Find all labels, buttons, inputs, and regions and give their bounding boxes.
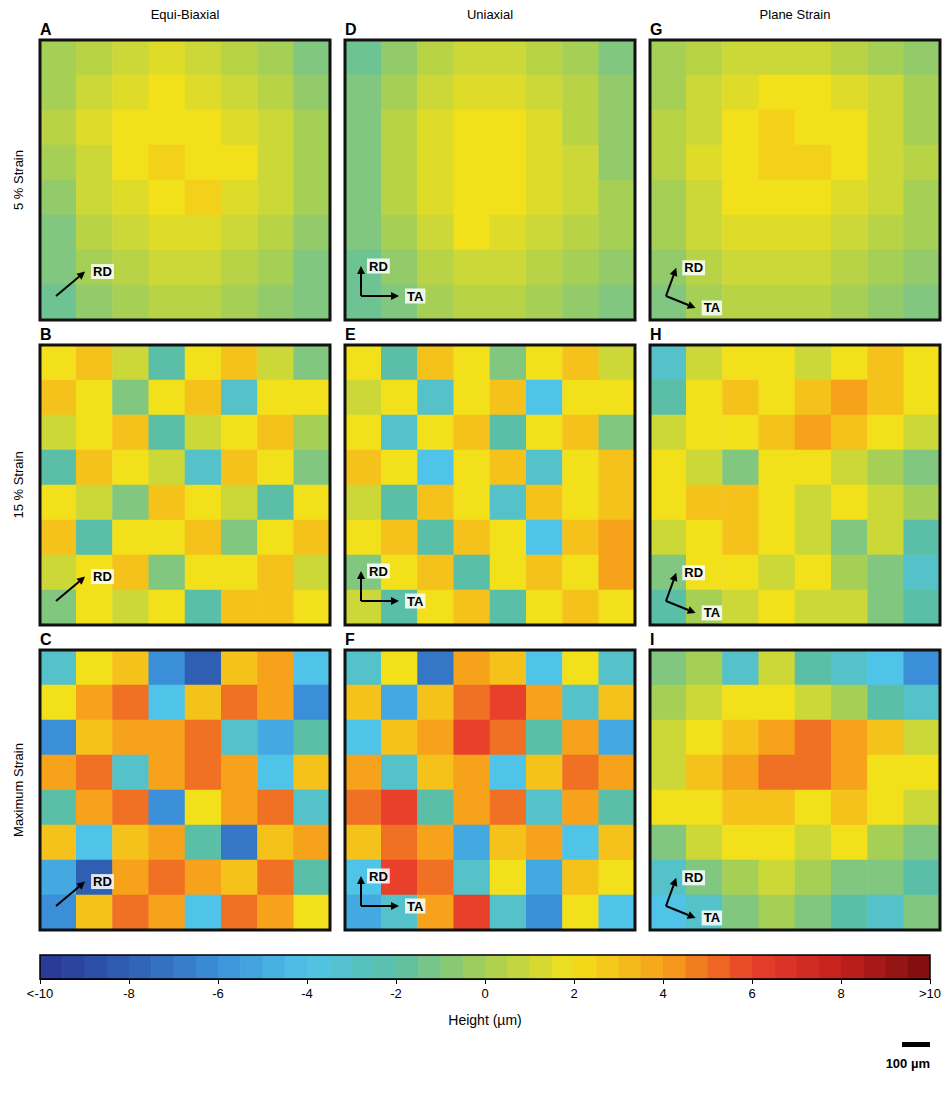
- svg-text:TA: TA: [407, 289, 424, 304]
- svg-text:D: D: [345, 21, 357, 38]
- svg-text:RD: RD: [93, 569, 112, 584]
- svg-text:TA: TA: [407, 899, 424, 914]
- svg-text:H: H: [650, 326, 662, 343]
- svg-text:-4: -4: [301, 986, 313, 1001]
- svg-text:RD: RD: [684, 565, 703, 580]
- svg-text:B: B: [40, 326, 52, 343]
- svg-text:TA: TA: [704, 910, 721, 925]
- svg-text:RD: RD: [369, 564, 388, 579]
- svg-text:RD: RD: [93, 264, 112, 279]
- svg-text:Equi-Biaxial: Equi-Biaxial: [151, 7, 220, 22]
- svg-text:RD: RD: [369, 259, 388, 274]
- svg-text:2: 2: [570, 986, 577, 1001]
- svg-text:6: 6: [748, 986, 755, 1001]
- svg-text:A: A: [40, 21, 52, 38]
- svg-text:>10: >10: [919, 986, 941, 1001]
- svg-text:15 % Strain: 15 % Strain: [11, 451, 26, 518]
- svg-text:RD: RD: [684, 870, 703, 885]
- svg-text:4: 4: [659, 986, 666, 1001]
- svg-text:E: E: [345, 326, 356, 343]
- svg-text:-6: -6: [212, 986, 224, 1001]
- svg-text:-8: -8: [123, 986, 135, 1001]
- svg-text:Height (µm): Height (µm): [448, 1012, 521, 1028]
- svg-text:RD: RD: [684, 260, 703, 275]
- svg-text:C: C: [40, 631, 52, 648]
- svg-text:F: F: [345, 631, 355, 648]
- svg-text:100 µm: 100 µm: [886, 1056, 930, 1071]
- svg-text:5 % Strain: 5 % Strain: [11, 150, 26, 210]
- svg-text:TA: TA: [407, 594, 424, 609]
- svg-text:-2: -2: [390, 986, 402, 1001]
- svg-text:I: I: [650, 631, 654, 648]
- svg-text:G: G: [650, 21, 662, 38]
- svg-text:TA: TA: [704, 605, 721, 620]
- svg-text:0: 0: [481, 986, 488, 1001]
- svg-text:<-10: <-10: [27, 986, 53, 1001]
- svg-text:RD: RD: [369, 869, 388, 884]
- svg-text:Uniaxial: Uniaxial: [467, 7, 513, 22]
- svg-text:8: 8: [837, 986, 844, 1001]
- svg-text:Plane Strain: Plane Strain: [760, 7, 831, 22]
- svg-text:TA: TA: [704, 300, 721, 315]
- svg-text:Maximum Strain: Maximum Strain: [11, 743, 26, 837]
- svg-text:RD: RD: [93, 874, 112, 889]
